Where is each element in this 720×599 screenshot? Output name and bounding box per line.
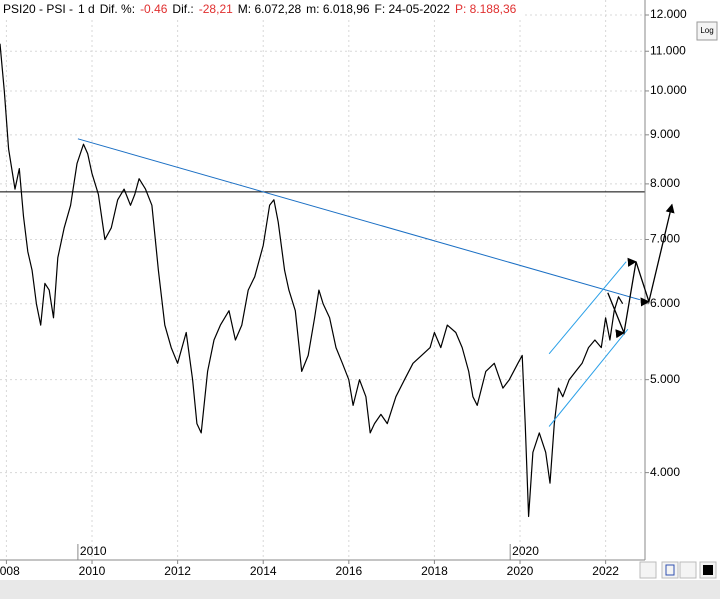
x-tick-label: 2016 [335,564,362,578]
header-field: Dif.: [172,2,193,16]
plot-area [0,0,645,560]
channel [548,261,627,355]
scrollbar[interactable] [0,580,720,599]
save-button[interactable] [661,561,679,579]
tool-button[interactable] [679,561,697,579]
header-field: -0.46 [140,2,168,16]
header-field: F: 24-05-2022 [375,2,451,16]
y-tick-label: 10.000 [650,83,687,97]
header-field: M: 6.072,28 [238,2,302,16]
channel [548,328,629,427]
x-tick-label: 2010 [79,564,106,578]
y-tick-label: 9.000 [650,127,680,141]
price-line [0,43,624,518]
header-field: 1 d [78,2,95,16]
x-tick-label: 2022 [592,564,619,578]
header-field: m: 6.018,96 [306,2,370,16]
x-tick-label: 2008 [0,564,20,578]
trendline [77,138,641,301]
header-field: Dif. %: [100,2,135,16]
x-tick-label: 2020 [507,564,534,578]
header-field: -28,21 [199,2,233,16]
header: PSI20 - PSI - 1 d Dif. %: -0.46 Dif.: -28,21 M… [3,2,517,16]
period-label: 2010 [80,544,107,558]
header-bg [0,0,522,18]
y-tick-label: 11.000 [650,43,686,57]
tool-button[interactable] [639,561,657,579]
y-tick-label: 12.000 [650,7,687,21]
x-tick-label: 2014 [250,564,277,578]
y-tick-label: 8.000 [650,176,680,190]
y-tick-label: 5.000 [650,372,680,386]
save-icon [665,564,675,576]
x-tick-label: 2012 [164,564,191,578]
header-field: PSI20 - PSI - [3,2,73,16]
period-label: 2020 [512,544,539,558]
color-swatch [703,565,713,575]
header-field: P: 8.188,36 [455,2,517,16]
projection [607,203,675,339]
y-tick-label: 6.000 [650,296,680,310]
log-button-label: Log [700,26,713,35]
x-tick-label: 2018 [421,564,448,578]
y-tick-label: 4.000 [650,465,680,479]
log-button[interactable] [696,21,718,41]
